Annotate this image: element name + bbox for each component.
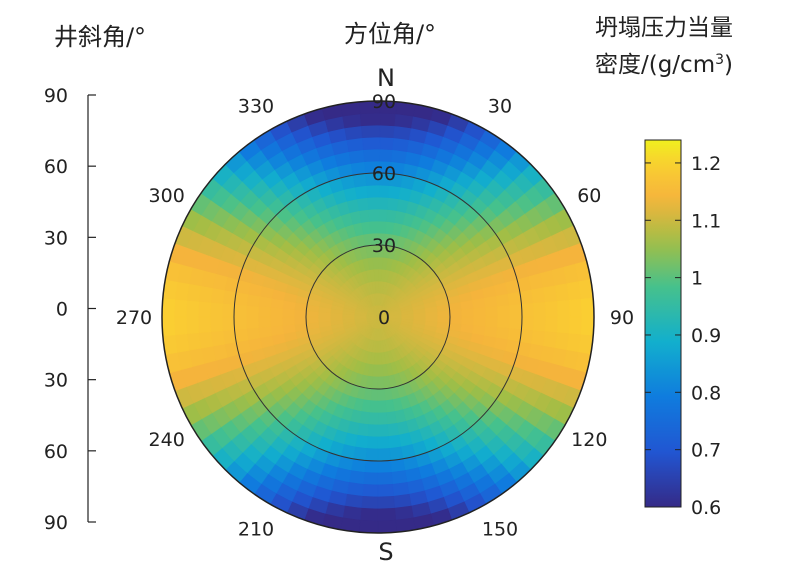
- colorbar-tick-label: 1.2: [691, 153, 721, 175]
- azimuth-tick-label: 60: [577, 185, 601, 207]
- colorbar-tick-label: 1.1: [691, 210, 721, 232]
- colorbar-title-line2: 密度/(g/cm3): [595, 52, 733, 78]
- heatmap-cell: [162, 314, 176, 337]
- radial-tick-label: 0: [378, 307, 390, 329]
- heatmap-cell: [375, 519, 398, 533]
- azimuth-tick-label: 330: [238, 96, 274, 118]
- colorbar-tick-label: 0.9: [691, 325, 721, 347]
- heatmap-cell: [339, 101, 363, 117]
- colorbar-tick-label: 1: [691, 268, 703, 290]
- azimuth-tick-label: 150: [482, 518, 518, 540]
- colorbar: [644, 139, 682, 508]
- radial-tick-label: 90: [372, 91, 396, 113]
- azimuth-tick-label: 270: [116, 307, 152, 329]
- colorbar-tick-label: 0.8: [691, 382, 721, 404]
- azimuth-tick-label: 210: [238, 518, 274, 540]
- heatmap-cell: [373, 267, 379, 282]
- inclination-tick-label: 30: [44, 370, 68, 392]
- polar-outer-circle: [161, 100, 595, 534]
- azimuth-tick-label: 300: [149, 185, 185, 207]
- radial-ticks: 0 30 60 90: [372, 91, 396, 329]
- south-label: S: [378, 538, 393, 566]
- inclination-tick-label: 90: [44, 85, 68, 107]
- radial-tick-label: 60: [372, 163, 396, 185]
- colorbar-ticks: 0.6 0.7 0.8 0.9 1 1.1 1.2: [645, 153, 721, 519]
- heatmap-cell: [358, 101, 381, 115]
- inclination-tick-label: 30: [44, 227, 68, 249]
- inclination-tick-label: 60: [44, 156, 68, 178]
- colorbar-title-unit: 密度/(g/cm: [595, 52, 715, 78]
- azimuth-tick-label: 90: [610, 307, 634, 329]
- colorbar-title-superscript: 3: [715, 52, 724, 68]
- polar-grid: [233, 172, 523, 462]
- inclination-axis: 90 60 30 0 30 60 90: [44, 85, 96, 534]
- colorbar-title-line1: 坍塌压力当量: [595, 15, 733, 41]
- heatmap-cell: [578, 278, 594, 302]
- azimuth-axis-label: 方位角/°: [344, 20, 436, 48]
- heatmap-cell: [372, 255, 379, 270]
- azimuth-tick-label: 240: [149, 429, 185, 451]
- inclination-tick-label: 60: [44, 441, 68, 463]
- inclination-tick-label: 90: [44, 512, 68, 534]
- azimuth-tick-label: 120: [571, 429, 607, 451]
- colorbar-title-close: ): [724, 52, 733, 78]
- colorbar-tick-label: 0.7: [691, 440, 721, 462]
- azimuth-tick-label: 30: [488, 96, 512, 118]
- grid-circle: [233, 172, 523, 462]
- north-label: N: [377, 64, 395, 92]
- heatmap-cell: [162, 332, 178, 356]
- grid-circle: [305, 244, 451, 390]
- inclination-axis-label: 井斜角/°: [54, 23, 146, 51]
- heatmap-cell: [393, 517, 417, 533]
- inclination-tick-label: 0: [56, 299, 68, 321]
- heatmap-cell: [580, 297, 594, 320]
- radial-tick-label: 30: [372, 235, 396, 257]
- colorbar-tick-label: 0.6: [691, 497, 721, 519]
